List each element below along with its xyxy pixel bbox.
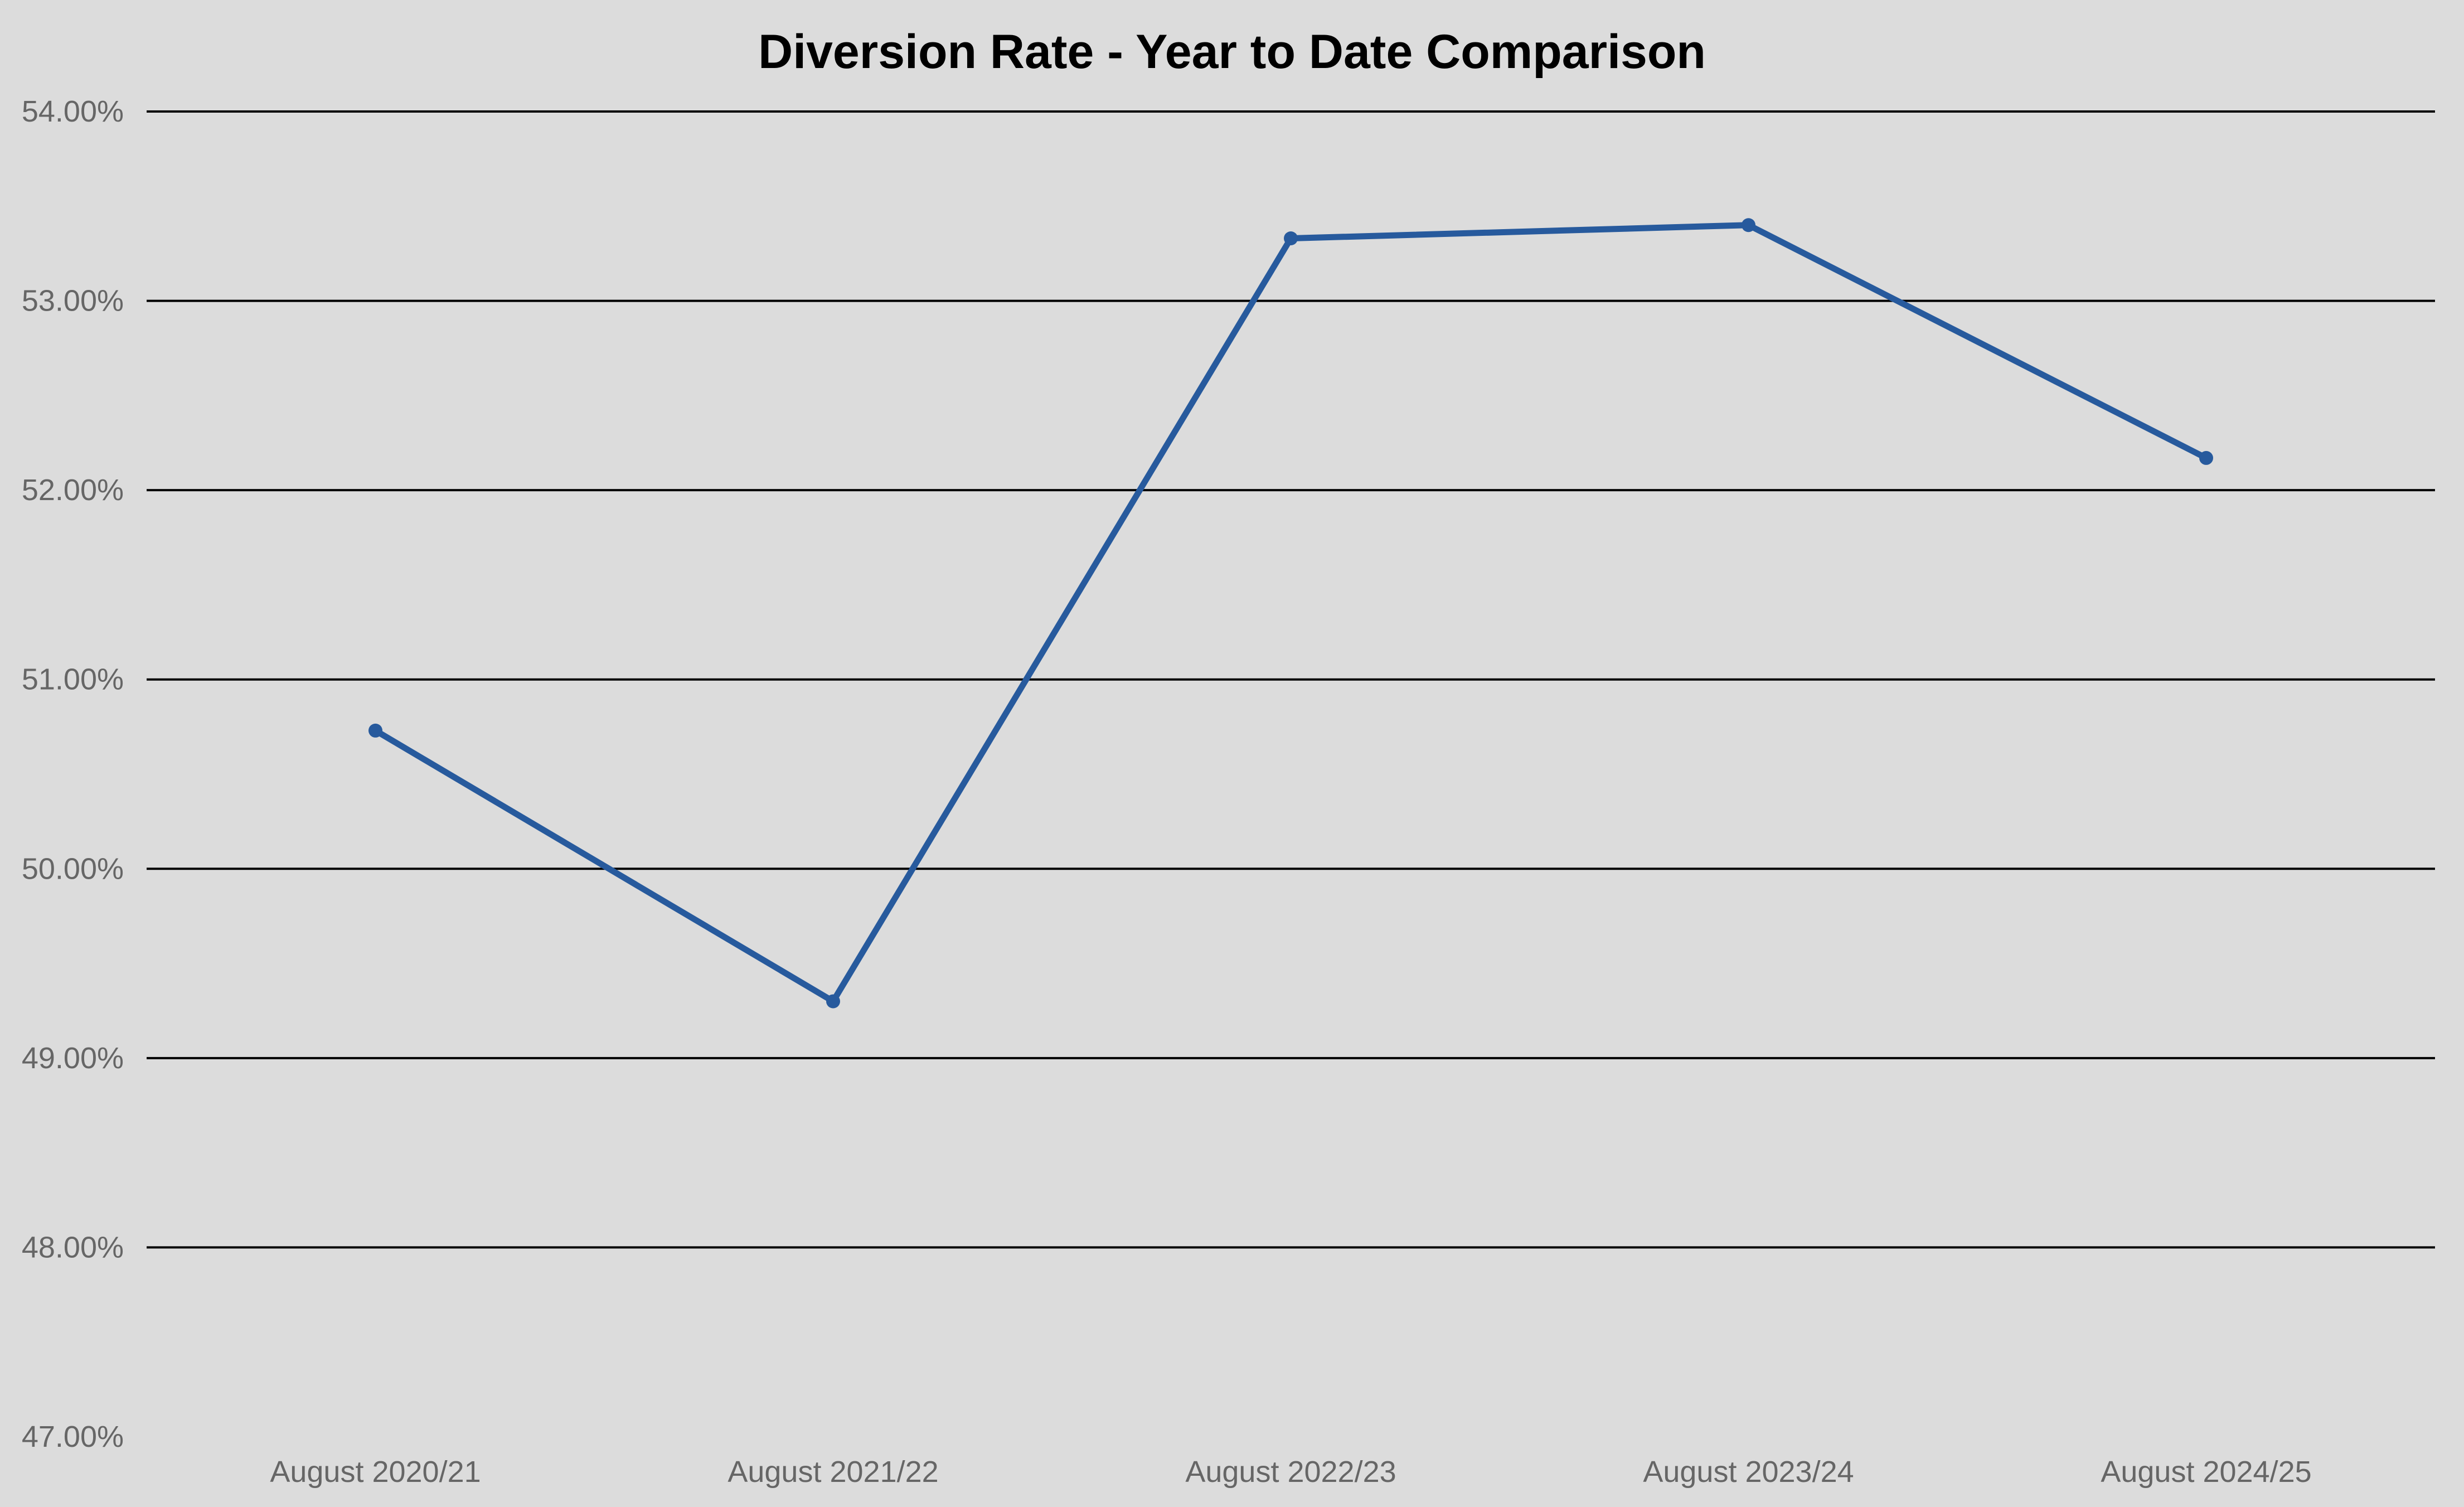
x-tick-label: August 2020/21 xyxy=(270,1455,481,1489)
x-tick-label: August 2021/22 xyxy=(727,1455,938,1489)
x-tick-label: August 2024/25 xyxy=(2101,1455,2311,1489)
x-tick-label: August 2023/24 xyxy=(1643,1455,1854,1489)
y-tick-label: 53.00% xyxy=(22,284,124,318)
data-point-marker xyxy=(1284,231,1298,246)
data-point-marker xyxy=(1742,218,1755,232)
data-point-marker xyxy=(368,723,382,738)
y-tick-label: 48.00% xyxy=(22,1230,124,1264)
y-tick-label: 47.00% xyxy=(22,1420,124,1453)
gridlines xyxy=(147,110,2435,1249)
y-tick-label: 54.00% xyxy=(22,95,124,128)
y-axis-tick-labels: 54.00% 53.00% 52.00% 51.00% 50.00% 49.00% 48.0… xyxy=(22,95,124,1453)
series-line xyxy=(374,222,2208,1005)
y-tick-label: 49.00% xyxy=(22,1041,124,1075)
series-group xyxy=(368,218,2213,1009)
data-point-marker xyxy=(826,994,840,1009)
data-point-marker xyxy=(2199,450,2213,465)
y-tick-label: 50.00% xyxy=(22,852,124,885)
x-tick-label: August 2022/23 xyxy=(1185,1455,1396,1489)
y-tick-label: 51.00% xyxy=(22,663,124,696)
chart-title: Diversion Rate - Year to Date Comparison xyxy=(758,25,1706,79)
x-axis-tick-labels: August 2020/21 August 2021/22 August 2022/… xyxy=(270,1455,2311,1489)
y-tick-label: 52.00% xyxy=(22,473,124,507)
